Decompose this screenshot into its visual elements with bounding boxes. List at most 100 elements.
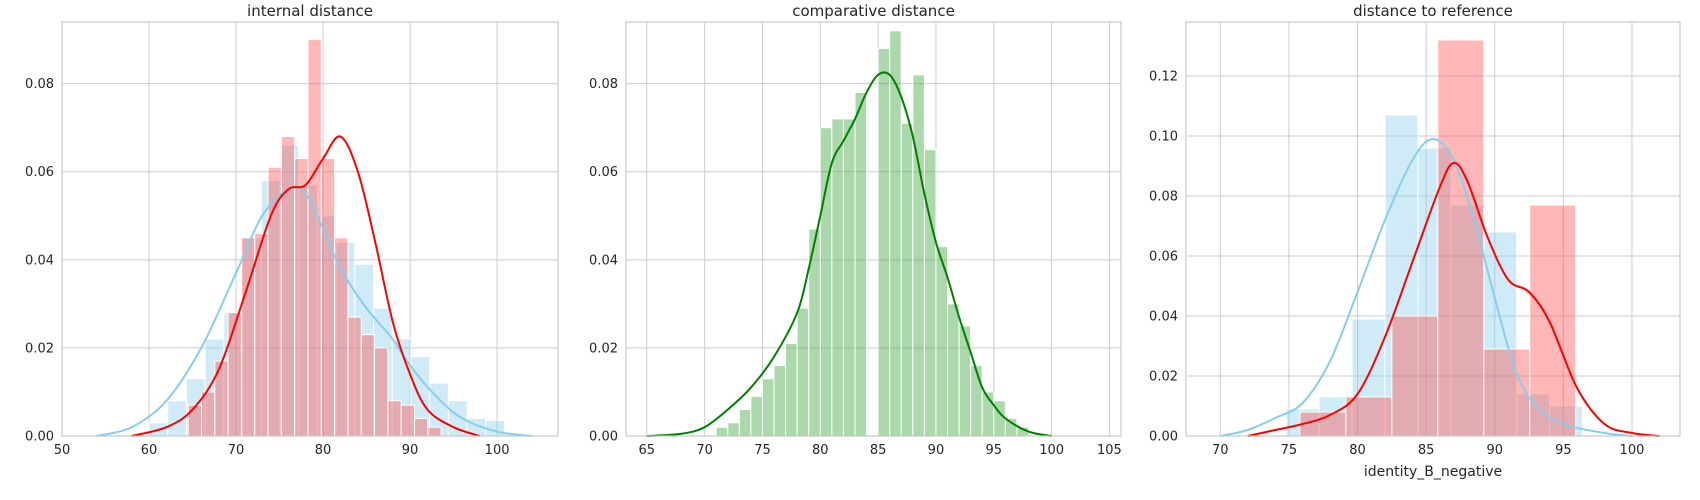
histogram-bar (187, 404, 202, 437)
histogram-bar (750, 395, 763, 437)
y-tick-label: 0.02 (25, 341, 54, 356)
histogram-bar (294, 158, 309, 437)
histogram-bar (773, 365, 787, 437)
x-tick-label: 60 (141, 443, 158, 458)
x-tick-label: 90 (928, 443, 945, 458)
kde-curve-series-1 (96, 186, 533, 437)
y-tick-label: 0.00 (589, 430, 618, 445)
chart-panel-3: 70 75 80 85 90 95 100 0.00 0.02 0.04 0.06 0.08 0.10 0… (1149, 2, 1681, 480)
histogram-bar (958, 325, 972, 437)
histogram-bar (1004, 417, 1018, 437)
y-tick-label: 0.00 (25, 430, 54, 445)
histogram-bar (785, 343, 798, 437)
histogram-bar (1384, 114, 1419, 437)
histogram-bar (347, 316, 362, 437)
x-tick-label: 50 (54, 443, 71, 458)
y-tick-label: 0.04 (1149, 310, 1178, 325)
x-tick-label: 90 (402, 443, 419, 458)
x-tick-label: 75 (754, 443, 771, 458)
x-tick-label: 95 (1555, 443, 1572, 458)
y-tick-label: 0.12 (1149, 70, 1178, 85)
histogram-bar (334, 237, 349, 437)
x-tick-label: 85 (870, 443, 887, 458)
histogram-bar (307, 39, 322, 437)
x-tick-label: 70 (1212, 443, 1229, 458)
kde-curve-series-2 (131, 135, 481, 437)
x-tick-label: 100 (1039, 443, 1064, 458)
histogram-bar (854, 91, 868, 437)
x-tick-label: 70 (696, 443, 713, 458)
y-tick-label: 0.06 (1149, 250, 1178, 265)
bars-series-2 (1299, 39, 1577, 437)
axes-frame (625, 21, 1122, 437)
x-tick-label: 80 (812, 443, 829, 458)
y-tick-label: 0.04 (25, 253, 54, 268)
histogram-bar (414, 417, 429, 437)
histogram-bar (387, 400, 402, 437)
bars-series-1 (1285, 114, 1584, 437)
kde-curve-series-1 (1220, 137, 1633, 437)
histogram-bar (320, 158, 336, 437)
histogram-bar (1483, 348, 1531, 437)
histogram-bar (900, 122, 914, 437)
chart-title: internal distance (247, 2, 373, 20)
x-tick-label: 100 (485, 443, 510, 458)
x-tick-label: 65 (639, 443, 656, 458)
chart-panel-2: 65 70 75 80 85 90 95 100 105 0.00 0.02 0.04 0.06 0.08… (589, 2, 1122, 458)
histogram-bar (727, 422, 740, 437)
histogram-bar (200, 391, 216, 437)
chart-title: distance to reference (1353, 2, 1513, 20)
x-tick-label: 75 (1281, 443, 1298, 458)
x-tick-label: 95 (986, 443, 1003, 458)
x-tick-label: 80 (315, 443, 332, 458)
histogram-bar (1450, 204, 1485, 437)
histogram-bar (374, 347, 389, 437)
y-tick-label: 0.06 (589, 165, 618, 180)
x-tick-label: 100 (1620, 443, 1645, 458)
kde-curve-series-1 (646, 71, 1052, 437)
x-tick-label: 80 (1349, 443, 1366, 458)
histogram-bar (1345, 396, 1393, 437)
histogram-bar (842, 118, 856, 437)
grid-lines (626, 22, 1121, 437)
y-tick-label: 0.10 (1149, 130, 1178, 145)
chart-title: comparative distance (792, 2, 955, 20)
y-tick-label: 0.08 (1149, 190, 1178, 205)
x-tick-label: 85 (1418, 443, 1435, 458)
axes-frame (61, 21, 559, 437)
y-tick-label: 0.02 (1149, 370, 1178, 385)
y-tick-label: 0.08 (589, 77, 618, 92)
histogram-bar (1437, 39, 1485, 437)
x-tick-label: 90 (1486, 443, 1503, 458)
x-axis-label: identity_B_negative (1364, 464, 1502, 480)
histogram-bar (254, 232, 269, 437)
histogram-bar (1516, 393, 1551, 437)
histogram-bar (923, 149, 937, 437)
y-tick-label: 0.08 (25, 77, 54, 92)
bars-series-1 (715, 30, 1029, 437)
histogram-bar (1351, 318, 1386, 437)
histogram-bar (796, 307, 810, 437)
histogram-bar (877, 47, 891, 437)
bars-series-2 (187, 39, 442, 437)
histogram-bar (280, 136, 296, 437)
histogram-bar (1299, 411, 1347, 437)
histogram-bar (360, 334, 376, 437)
histogram-bar (400, 404, 416, 437)
y-tick-label: 0.06 (25, 165, 54, 180)
y-tick-label: 0.04 (589, 253, 618, 268)
histogram-bar (970, 365, 983, 437)
x-tick-label: 105 (1097, 443, 1122, 458)
kde-curve-series-2 (1247, 161, 1660, 437)
chart-panel-1: 50 60 70 80 90 100 0.00 0.02 0.04 0.06 0.08 interna… (25, 2, 559, 458)
y-tick-label: 0.02 (589, 341, 618, 356)
histogram-bar (947, 303, 960, 437)
histogram-bar (1391, 315, 1439, 437)
histogram-bar (715, 426, 729, 437)
histogram-bar (819, 127, 833, 437)
histogram-bar (1529, 204, 1577, 437)
histogram-bar (227, 312, 242, 437)
y-tick-label: 0.00 (1149, 430, 1178, 445)
histogram-bar (831, 118, 844, 437)
